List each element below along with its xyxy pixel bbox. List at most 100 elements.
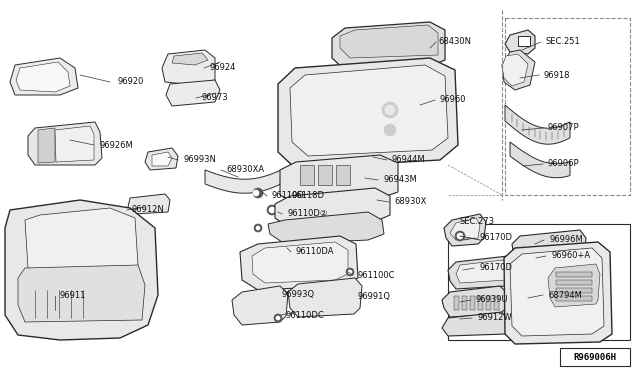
Polygon shape: [162, 50, 215, 85]
Polygon shape: [444, 214, 486, 246]
Circle shape: [382, 102, 398, 118]
Text: 96991Q: 96991Q: [358, 292, 391, 301]
Bar: [300, 165, 314, 185]
Polygon shape: [505, 105, 570, 144]
Bar: [556, 280, 592, 285]
Circle shape: [384, 124, 396, 136]
Polygon shape: [10, 58, 78, 95]
Polygon shape: [280, 155, 398, 204]
Polygon shape: [340, 25, 438, 58]
Circle shape: [253, 188, 263, 198]
Bar: [318, 165, 332, 185]
Text: 96170D: 96170D: [479, 263, 512, 273]
Bar: [478, 296, 483, 310]
Polygon shape: [38, 128, 55, 163]
Polygon shape: [502, 50, 535, 90]
Bar: [518, 36, 530, 46]
Polygon shape: [548, 264, 600, 307]
Bar: [556, 296, 592, 301]
Text: 96110D②: 96110D②: [287, 209, 328, 218]
Bar: [494, 296, 499, 310]
Polygon shape: [25, 208, 138, 280]
Text: 96996M: 96996M: [549, 235, 583, 244]
Text: 68930X: 68930X: [394, 198, 426, 206]
Polygon shape: [512, 230, 586, 265]
Polygon shape: [28, 122, 102, 165]
Text: 96960: 96960: [440, 96, 467, 105]
Polygon shape: [18, 265, 145, 322]
Bar: [454, 296, 459, 310]
Polygon shape: [456, 260, 508, 283]
Bar: [556, 288, 592, 293]
Circle shape: [267, 205, 277, 215]
Polygon shape: [510, 248, 604, 336]
Circle shape: [276, 316, 280, 320]
Polygon shape: [275, 188, 390, 228]
Polygon shape: [128, 194, 170, 214]
Text: 96110D: 96110D: [272, 192, 305, 201]
Polygon shape: [448, 256, 514, 289]
Bar: [448, 224, 630, 340]
Text: 96907P: 96907P: [548, 124, 580, 132]
Polygon shape: [205, 163, 295, 193]
Polygon shape: [510, 142, 570, 178]
Text: R969006H: R969006H: [573, 353, 616, 362]
Text: 96939U: 96939U: [476, 295, 509, 305]
Text: 96110DA: 96110DA: [296, 247, 335, 257]
Text: 96944M: 96944M: [392, 155, 426, 164]
Text: 68430N: 68430N: [438, 38, 471, 46]
Polygon shape: [5, 200, 158, 340]
Polygon shape: [55, 126, 94, 162]
Text: 96920: 96920: [117, 77, 143, 87]
Circle shape: [455, 231, 465, 241]
Text: 961100C: 961100C: [358, 270, 396, 279]
Polygon shape: [16, 62, 70, 92]
Circle shape: [269, 207, 275, 213]
Polygon shape: [288, 278, 362, 317]
Circle shape: [346, 268, 354, 276]
Polygon shape: [442, 312, 508, 336]
Text: 96993Q: 96993Q: [282, 291, 315, 299]
Polygon shape: [504, 242, 612, 344]
Circle shape: [253, 190, 259, 196]
Text: 96110DC: 96110DC: [286, 311, 324, 320]
Bar: [556, 272, 592, 277]
Bar: [336, 165, 350, 185]
Text: 96973: 96973: [201, 93, 228, 103]
Circle shape: [280, 246, 284, 250]
Text: 96918: 96918: [544, 71, 570, 80]
Bar: [462, 296, 467, 310]
Circle shape: [254, 224, 262, 232]
Text: 96943M: 96943M: [383, 176, 417, 185]
Text: 96912W: 96912W: [477, 314, 511, 323]
Circle shape: [274, 314, 282, 322]
Text: 96926M: 96926M: [99, 141, 132, 150]
Text: SEC.251: SEC.251: [546, 38, 580, 46]
Text: 68794M: 68794M: [548, 291, 582, 299]
Polygon shape: [450, 218, 480, 240]
Polygon shape: [172, 53, 208, 65]
Text: 96911: 96911: [60, 292, 86, 301]
Text: 96118D: 96118D: [292, 190, 325, 199]
Bar: [486, 296, 491, 310]
Text: 96924: 96924: [209, 64, 236, 73]
Bar: [470, 296, 475, 310]
Polygon shape: [252, 242, 348, 283]
Circle shape: [457, 233, 463, 239]
Polygon shape: [290, 65, 448, 156]
Polygon shape: [505, 30, 535, 54]
Circle shape: [256, 226, 260, 230]
Text: 96993N: 96993N: [183, 155, 216, 164]
Bar: [505, 18, 630, 195]
Polygon shape: [232, 286, 288, 325]
Text: 68930XA: 68930XA: [226, 166, 264, 174]
Polygon shape: [502, 54, 528, 86]
Circle shape: [278, 244, 286, 252]
Circle shape: [348, 270, 352, 274]
Circle shape: [385, 105, 395, 115]
Text: 96906P: 96906P: [548, 160, 580, 169]
Text: 96912N: 96912N: [132, 205, 164, 215]
Polygon shape: [442, 286, 508, 317]
Polygon shape: [145, 148, 178, 170]
Text: 96170D: 96170D: [479, 234, 512, 243]
